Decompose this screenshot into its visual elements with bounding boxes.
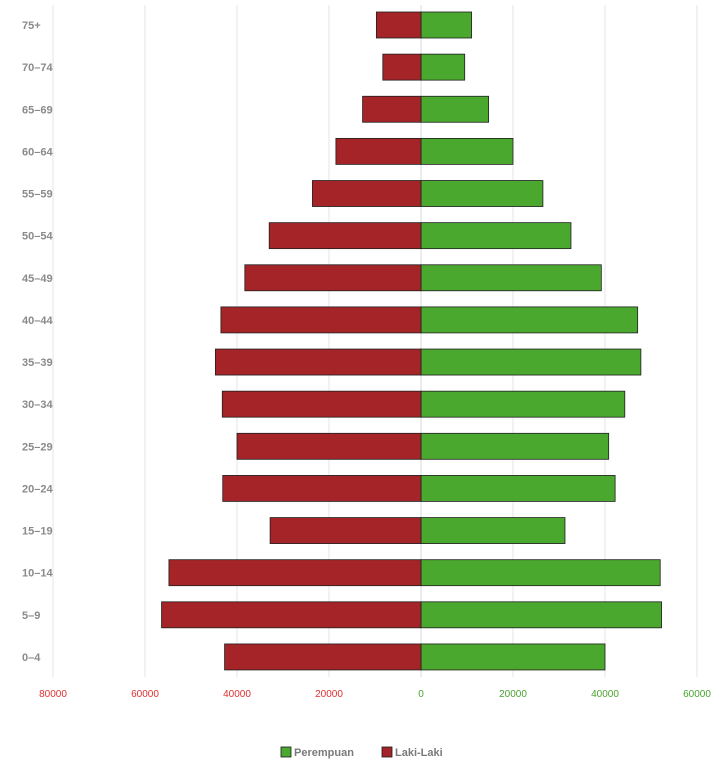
bar-laki-laki [224, 643, 422, 671]
category-label: 45–49 [22, 273, 53, 285]
category-label: 50–54 [22, 231, 53, 243]
x-tick-label: 40000 [223, 689, 251, 700]
category-label: 30–34 [22, 399, 53, 411]
category-label: 10–14 [22, 568, 53, 580]
bar-perempuan [420, 348, 642, 376]
category-label: 40–44 [22, 315, 53, 327]
legend-label-perempuan: Perempuan [294, 747, 354, 759]
bar-perempuan [420, 601, 662, 629]
x-tick-label: 80000 [39, 689, 67, 700]
bar-laki-laki [161, 601, 422, 629]
bar-perempuan [420, 11, 472, 39]
bar-laki-laki [236, 432, 422, 460]
bar-laki-laki [382, 53, 422, 81]
category-label: 65–69 [22, 104, 53, 116]
bar-laki-laki [375, 11, 422, 39]
bar-perempuan [420, 559, 661, 587]
x-tick-label: 40000 [591, 689, 619, 700]
bar-laki-laki [268, 222, 422, 250]
category-label: 0–4 [22, 652, 41, 664]
bar-perempuan [420, 222, 572, 250]
bar-laki-laki [220, 306, 422, 334]
category-label: 35–39 [22, 357, 53, 369]
x-tick-label: 60000 [131, 689, 159, 700]
legend-label-laki-laki: Laki-Laki [395, 747, 443, 759]
bar-laki-laki [222, 475, 422, 502]
legend-swatch-laki-laki [381, 746, 393, 758]
bar-perempuan [420, 180, 544, 207]
category-label: 25–29 [22, 441, 53, 453]
x-tick-label: 0 [418, 689, 424, 700]
x-tick-label: 20000 [315, 689, 343, 700]
category-label: 60–64 [22, 146, 53, 158]
legend: Perempuan Laki-Laki [280, 746, 443, 759]
legend-swatch-perempuan [280, 746, 292, 758]
bar-laki-laki [221, 390, 422, 418]
bar-perempuan [420, 475, 616, 502]
category-label: 75+ [22, 20, 41, 32]
category-label: 55–59 [22, 189, 53, 201]
bar-laki-laki [269, 517, 422, 544]
bar-perempuan [420, 137, 514, 165]
category-label: 20–24 [22, 483, 53, 495]
bar-laki-laki [244, 264, 422, 292]
bar-laki-laki [168, 559, 422, 587]
category-label: 5–9 [22, 610, 40, 622]
x-axis-ticks: 80000 60000 40000 20000 0 20000 40000 60000 [39, 689, 711, 700]
category-label: 70–74 [22, 62, 53, 74]
bar-perempuan [420, 432, 610, 460]
bar-perempuan [420, 517, 566, 544]
bar-perempuan [420, 643, 606, 671]
bar-laki-laki [312, 180, 422, 207]
bar-perempuan [420, 95, 490, 123]
category-label: 15–19 [22, 526, 53, 538]
bar-laki-laki [335, 137, 422, 165]
bar-perempuan [420, 306, 639, 334]
category-labels: 75+ 70–74 65–69 60–64 55–59 50–54 45–49 40–44 35… [22, 20, 53, 664]
bar-laki-laki [214, 348, 422, 376]
x-tick-label: 60000 [683, 689, 711, 700]
bar-perempuan [420, 390, 626, 418]
bar-perempuan [420, 264, 602, 292]
bar-laki-laki [362, 95, 422, 123]
x-tick-label: 20000 [499, 689, 527, 700]
bars [161, 11, 662, 671]
bar-perempuan [420, 53, 466, 81]
